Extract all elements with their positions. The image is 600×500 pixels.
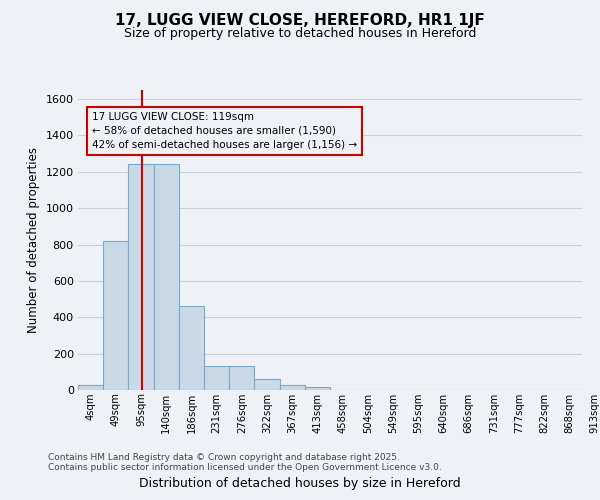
Y-axis label: Number of detached properties: Number of detached properties [27, 147, 40, 333]
Text: 549sqm: 549sqm [388, 392, 398, 432]
Bar [78, 386, 103, 390]
Text: 686sqm: 686sqm [464, 392, 473, 432]
Text: 17 LUGG VIEW CLOSE: 119sqm
← 58% of detached houses are smaller (1,590)
42% of s: 17 LUGG VIEW CLOSE: 119sqm ← 58% of deta… [92, 112, 357, 150]
Text: 140sqm: 140sqm [161, 392, 171, 432]
Bar [229, 366, 254, 390]
Text: 17, LUGG VIEW CLOSE, HEREFORD, HR1 1JF: 17, LUGG VIEW CLOSE, HEREFORD, HR1 1JF [115, 12, 485, 28]
Bar [254, 379, 280, 390]
Text: 413sqm: 413sqm [313, 392, 322, 432]
Text: 777sqm: 777sqm [514, 392, 524, 433]
Bar [280, 386, 305, 390]
Bar [103, 241, 128, 390]
Text: Contains public sector information licensed under the Open Government Licence v3: Contains public sector information licen… [48, 464, 442, 472]
Bar [179, 306, 204, 390]
Text: 595sqm: 595sqm [413, 392, 423, 433]
Text: 367sqm: 367sqm [287, 392, 297, 432]
Bar [204, 366, 229, 390]
Text: 276sqm: 276sqm [237, 392, 247, 433]
Text: 504sqm: 504sqm [363, 392, 373, 432]
Text: Size of property relative to detached houses in Hereford: Size of property relative to detached ho… [124, 28, 476, 40]
Text: 822sqm: 822sqm [539, 392, 549, 432]
Text: 731sqm: 731sqm [489, 392, 499, 432]
Text: 322sqm: 322sqm [262, 392, 272, 432]
Text: 913sqm: 913sqm [590, 392, 599, 432]
Text: Contains HM Land Registry data © Crown copyright and database right 2025.: Contains HM Land Registry data © Crown c… [48, 454, 400, 462]
Text: 868sqm: 868sqm [565, 392, 574, 432]
Text: 640sqm: 640sqm [439, 392, 448, 432]
Text: Distribution of detached houses by size in Hereford: Distribution of detached houses by size … [139, 477, 461, 490]
Text: 231sqm: 231sqm [212, 392, 221, 432]
Text: 458sqm: 458sqm [338, 392, 347, 432]
Text: 49sqm: 49sqm [111, 392, 121, 426]
Bar [305, 388, 330, 390]
Bar [128, 164, 154, 390]
Bar [154, 164, 179, 390]
Text: 4sqm: 4sqm [86, 392, 95, 420]
Text: 186sqm: 186sqm [187, 392, 196, 432]
Text: 95sqm: 95sqm [136, 392, 146, 426]
